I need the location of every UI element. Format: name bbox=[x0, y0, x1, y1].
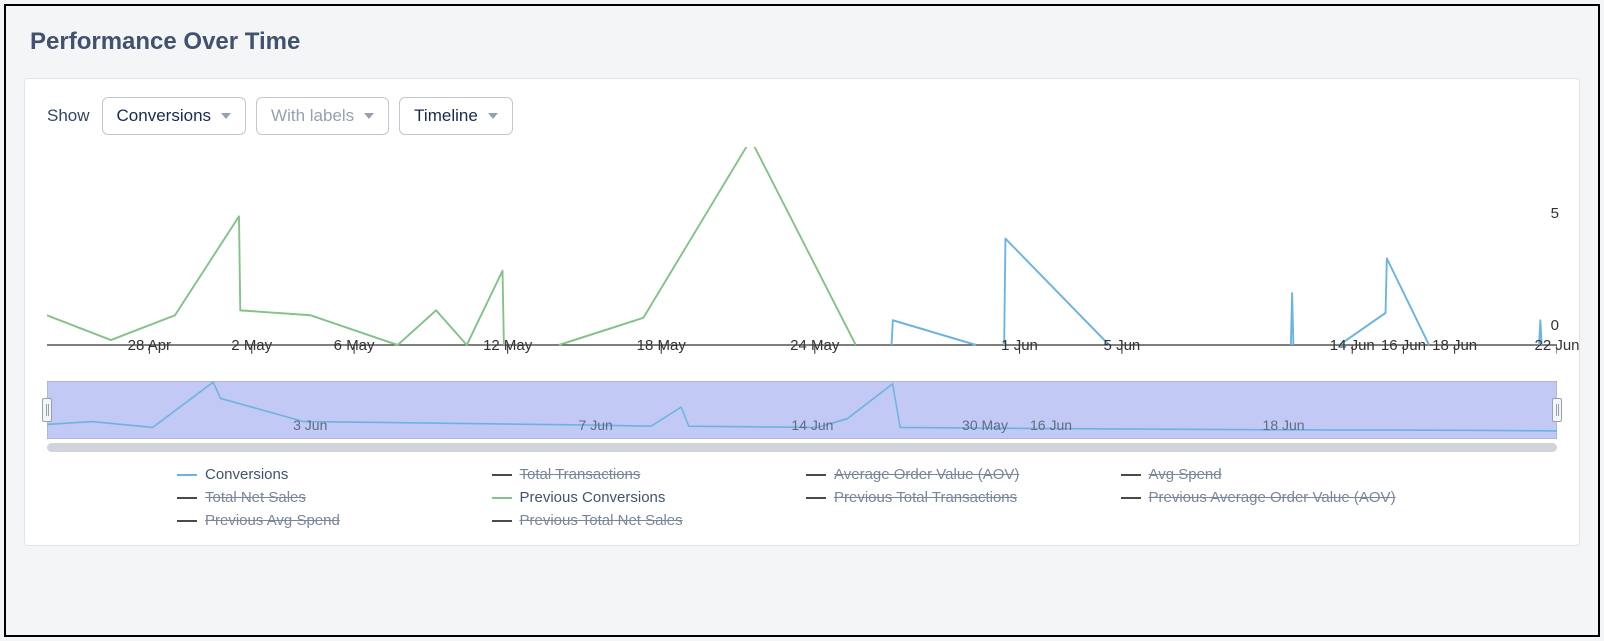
legend-item[interactable]: Avg Spend bbox=[1121, 466, 1428, 483]
chevron-down-icon bbox=[488, 113, 498, 119]
legend-label: Average Order Value (AOV) bbox=[834, 466, 1019, 483]
legend-item[interactable]: Average Order Value (AOV) bbox=[806, 466, 1113, 483]
show-label: Show bbox=[47, 106, 90, 126]
legend-label: Total Net Sales bbox=[205, 489, 306, 506]
legend-item[interactable]: Total Net Sales bbox=[177, 489, 484, 506]
legend-item[interactable]: Total Transactions bbox=[492, 466, 799, 483]
chevron-down-icon bbox=[221, 113, 231, 119]
legend-label: Conversions bbox=[205, 466, 288, 483]
legend-label: Total Transactions bbox=[520, 466, 641, 483]
navigator-scrollbar[interactable] bbox=[47, 443, 1557, 452]
x-tick-label: 1 Jun bbox=[1001, 337, 1038, 354]
navigator-svg bbox=[47, 381, 1557, 439]
x-tick-label: 14 Jun bbox=[1330, 337, 1375, 354]
legend-swatch bbox=[806, 497, 826, 499]
legend-label: Previous Avg Spend bbox=[205, 512, 340, 529]
controls-row: Show Conversions With labels Timeline bbox=[47, 97, 1557, 135]
navigator-handle-right[interactable] bbox=[1552, 398, 1562, 422]
x-tick-label: 5 Jun bbox=[1104, 337, 1141, 354]
x-tick-label: 18 Jun bbox=[1432, 337, 1477, 354]
metric-select[interactable]: Conversions bbox=[102, 97, 247, 135]
legend-swatch bbox=[177, 520, 197, 522]
legend-swatch bbox=[492, 497, 512, 499]
legend-label: Previous Total Net Sales bbox=[520, 512, 683, 529]
x-tick-label: 22 Jun bbox=[1534, 337, 1579, 354]
legend-label: Avg Spend bbox=[1149, 466, 1222, 483]
x-axis: 28 Apr 2 May 6 May 12 May 18 May 24 May 1 Jun 5… bbox=[47, 337, 1557, 367]
legend-swatch bbox=[177, 497, 197, 499]
x-tick-label: 12 May bbox=[483, 337, 532, 354]
legend-swatch bbox=[1121, 497, 1141, 499]
chart-svg bbox=[47, 147, 1557, 367]
x-tick-label: 24 May bbox=[790, 337, 839, 354]
x-tick-label: 2 May bbox=[231, 337, 272, 354]
panel-title: Performance Over Time bbox=[30, 28, 1580, 56]
x-tick-label: 6 May bbox=[334, 337, 375, 354]
legend-item[interactable]: Previous Conversions bbox=[492, 489, 799, 506]
navigator-handle-left[interactable] bbox=[42, 398, 52, 422]
panel-container: Performance Over Time Show Conversions W… bbox=[4, 4, 1600, 637]
x-tick-label: 18 May bbox=[637, 337, 686, 354]
labels-select-label: With labels bbox=[271, 106, 354, 126]
labels-select[interactable]: With labels bbox=[256, 97, 389, 135]
legend-swatch bbox=[492, 520, 512, 522]
legend-label: Previous Total Transactions bbox=[834, 489, 1017, 506]
legend-item[interactable]: Conversions bbox=[177, 466, 484, 483]
legend-item[interactable]: Previous Avg Spend bbox=[177, 512, 484, 529]
legend-label: Previous Average Order Value (AOV) bbox=[1149, 489, 1396, 506]
legend-item[interactable]: Previous Total Transactions bbox=[806, 489, 1113, 506]
legend-item[interactable]: Previous Average Order Value (AOV) bbox=[1121, 489, 1428, 506]
legend-swatch bbox=[492, 474, 512, 476]
x-tick-label: 28 Apr bbox=[128, 337, 171, 354]
legend-swatch bbox=[1121, 474, 1141, 476]
main-chart[interactable]: 50 28 Apr2 May6 May12 May18 May24 May1 J… bbox=[47, 147, 1557, 367]
legend-item[interactable]: Previous Total Net Sales bbox=[492, 512, 799, 529]
legend-label: Previous Conversions bbox=[520, 489, 666, 506]
chevron-down-icon bbox=[364, 113, 374, 119]
view-select[interactable]: Timeline bbox=[399, 97, 513, 135]
view-select-label: Timeline bbox=[414, 106, 478, 126]
navigator[interactable]: 3 Jun7 Jun14 Jun30 May16 Jun18 Jun bbox=[47, 381, 1557, 439]
legend-swatch bbox=[177, 474, 197, 476]
metric-select-label: Conversions bbox=[117, 106, 212, 126]
x-tick-label: 16 Jun bbox=[1381, 337, 1426, 354]
legend-swatch bbox=[806, 474, 826, 476]
legend: Conversions Total Transactions Average Ord… bbox=[47, 466, 1557, 529]
chart-card: Show Conversions With labels Timeline 50… bbox=[24, 78, 1580, 546]
